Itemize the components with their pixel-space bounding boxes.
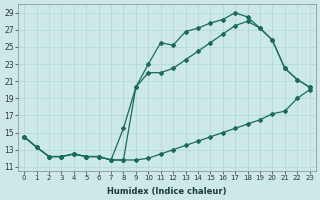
X-axis label: Humidex (Indice chaleur): Humidex (Indice chaleur) [107,187,227,196]
